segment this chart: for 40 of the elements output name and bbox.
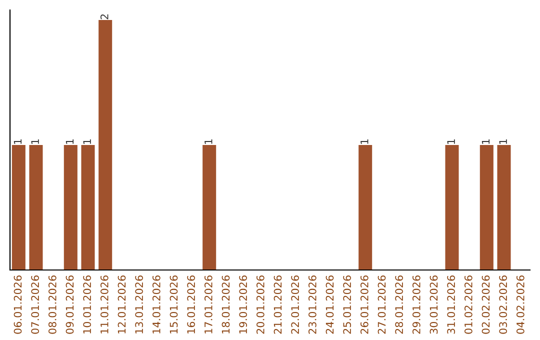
x-tick-label: 19.01.2026 bbox=[239, 276, 248, 334]
x-tick-label: 25.01.2026 bbox=[343, 276, 352, 334]
x-tick-label: 30.01.2026 bbox=[430, 276, 438, 334]
x-tick-label: 26.01.2026 bbox=[360, 276, 368, 334]
x-tick-label: 13.01.2026 bbox=[135, 276, 144, 334]
data-label: 1 bbox=[14, 139, 22, 144]
x-tick-label: 12.01.2026 bbox=[118, 276, 126, 334]
x-tick-label: 17.01.2026 bbox=[204, 276, 212, 334]
x-tick-label: 04.02.2026 bbox=[516, 276, 524, 334]
x-tick-label: 27.01.2026 bbox=[378, 276, 386, 334]
data-label: 1 bbox=[83, 139, 91, 144]
data-label: 1 bbox=[204, 139, 212, 144]
x-tick-label: 03.02.2026 bbox=[499, 276, 508, 334]
x-tick-label: 23.01.2026 bbox=[308, 276, 316, 334]
x-tick-label: 01.02.2026 bbox=[464, 276, 472, 334]
x-tick-label: 24.01.2026 bbox=[326, 276, 334, 334]
x-tick-label: 16.01.2026 bbox=[187, 276, 196, 334]
x-tick-label: 14.01.2026 bbox=[152, 276, 160, 334]
data-label: 1 bbox=[360, 139, 368, 144]
x-tick-label: 10.01.2026 bbox=[83, 276, 92, 334]
x-tick-label: 22.01.2026 bbox=[291, 276, 300, 334]
data-label: 1 bbox=[31, 139, 39, 144]
x-tick-label: 06.01.2026 bbox=[14, 276, 22, 334]
x-tick-label: 11.01.2026 bbox=[100, 276, 108, 334]
data-label: 1 bbox=[499, 139, 507, 144]
x-tick-label: 20.01.2026 bbox=[256, 276, 264, 334]
data-label: 1 bbox=[447, 139, 455, 144]
data-label: 1 bbox=[66, 139, 74, 144]
x-tick-label: 09.01.2026 bbox=[66, 276, 74, 334]
x-tick-label: 29.01.2026 bbox=[412, 276, 420, 334]
x-tick-label: 28.01.2026 bbox=[395, 276, 404, 334]
data-label: 1 bbox=[482, 139, 490, 144]
x-tick-label: 02.02.2026 bbox=[482, 276, 490, 334]
x-tick-label: 31.01.2026 bbox=[447, 276, 456, 334]
data-label: 2 bbox=[100, 14, 108, 20]
x-tick-label: 18.01.2026 bbox=[222, 276, 230, 334]
x-tick-label: 15.01.2026 bbox=[170, 276, 178, 334]
x-tick-label: 07.01.2026 bbox=[31, 276, 40, 334]
x-tick-label: 08.01.2026 bbox=[48, 276, 56, 334]
x-tick-label: 21.01.2026 bbox=[274, 276, 282, 334]
